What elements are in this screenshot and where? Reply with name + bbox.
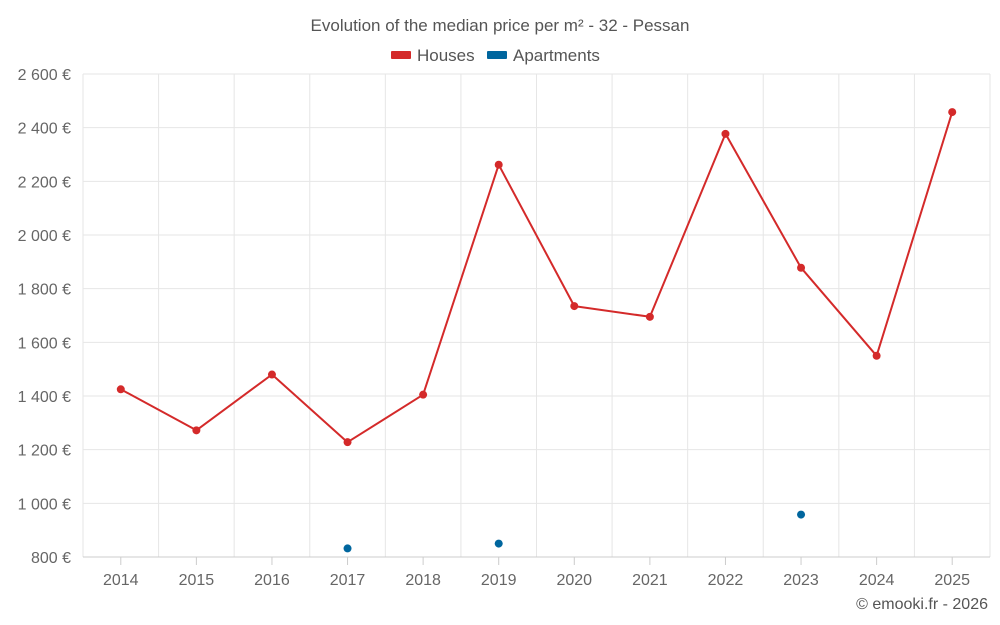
chart-title: Evolution of the median price per m² - 3… <box>311 16 690 35</box>
data-point-houses[interactable] <box>116 385 125 394</box>
y-tick-label: 2 000 € <box>18 228 71 245</box>
x-tick-label: 2017 <box>330 572 366 589</box>
data-point-apartments[interactable] <box>797 510 806 519</box>
x-tick-label: 2022 <box>708 572 744 589</box>
x-tick-label: 2021 <box>632 572 668 589</box>
data-point-houses[interactable] <box>267 370 276 379</box>
legend-label-houses: Houses <box>417 46 475 65</box>
legend-swatch-houses <box>391 51 411 59</box>
x-tick-label: 2016 <box>254 572 290 589</box>
data-point-apartments[interactable] <box>343 544 352 553</box>
data-point-houses[interactable] <box>419 390 428 399</box>
legend-item-apartments[interactable]: Apartments <box>487 46 600 65</box>
legend: Houses Apartments <box>391 46 600 65</box>
y-tick-label: 1 800 € <box>18 282 71 299</box>
data-point-apartments[interactable] <box>494 539 503 548</box>
x-tick-label: 2025 <box>934 572 970 589</box>
data-point-houses[interactable] <box>797 263 806 272</box>
legend-swatch-apartments <box>487 51 507 59</box>
y-tick-label: 800 € <box>31 550 71 567</box>
data-point-houses[interactable] <box>948 108 957 117</box>
legend-label-apartments: Apartments <box>513 46 600 65</box>
axes: 800 € 1 000 € 1 200 € 1 400 € 1 600 € 1 800 €… <box>18 67 990 589</box>
x-tick-label: 2018 <box>405 572 441 589</box>
x-tick-label: 2023 <box>783 572 819 589</box>
data-point-houses[interactable] <box>494 160 503 169</box>
x-tick-label: 2024 <box>859 572 895 589</box>
y-tick-label: 2 200 € <box>18 174 71 191</box>
data-point-houses[interactable] <box>192 426 201 435</box>
x-tick-label: 2020 <box>556 572 592 589</box>
x-tick-label: 2014 <box>103 572 139 589</box>
data-point-houses[interactable] <box>570 302 579 311</box>
credit: © emooki.fr - 2026 <box>856 596 988 613</box>
x-tick-label: 2015 <box>179 572 215 589</box>
series-line-houses <box>120 111 954 444</box>
data-point-houses[interactable] <box>721 129 730 138</box>
data-point-houses[interactable] <box>343 438 352 447</box>
x-tick-label: 2019 <box>481 572 517 589</box>
y-tick-label: 1 000 € <box>18 496 71 513</box>
y-tick-label: 2 400 € <box>18 121 71 138</box>
data-point-houses[interactable] <box>872 351 881 360</box>
y-tick-label: 1 600 € <box>18 335 71 352</box>
y-tick-label: 1 400 € <box>18 389 71 406</box>
series <box>116 108 957 553</box>
data-point-houses[interactable] <box>645 312 654 321</box>
series-apartments <box>343 510 806 553</box>
legend-item-houses[interactable]: Houses <box>391 46 475 65</box>
grid <box>82 73 991 557</box>
y-tick-label: 2 600 € <box>18 67 71 84</box>
series-houses <box>116 108 957 447</box>
y-tick-label: 1 200 € <box>18 443 71 460</box>
